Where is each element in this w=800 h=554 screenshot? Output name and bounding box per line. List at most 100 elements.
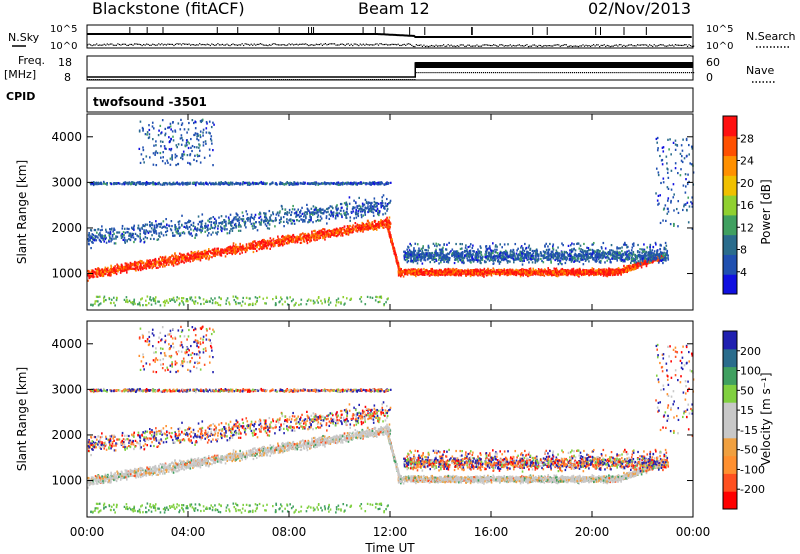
power-point (487, 268, 490, 271)
power-point (265, 247, 268, 250)
power-point (500, 268, 503, 272)
power-point (577, 273, 580, 277)
nave-point (297, 79, 299, 81)
nsearch-point (326, 44, 328, 46)
power-point (237, 245, 239, 249)
power-point (213, 247, 216, 250)
nsearch-point (680, 44, 683, 47)
nsearch-point (685, 44, 687, 46)
power-point (119, 182, 121, 185)
nsearch-point (362, 43, 364, 45)
power-point (436, 270, 439, 273)
nave-point (670, 72, 672, 74)
nsearch-point (374, 43, 377, 45)
nave-point (394, 79, 396, 81)
power-point (458, 274, 460, 277)
power-point (358, 224, 361, 227)
power-point (144, 262, 147, 265)
power-point (617, 269, 619, 272)
power-point (87, 273, 89, 277)
nsearch-point (127, 44, 130, 46)
power-point (507, 273, 510, 277)
power-point (532, 273, 534, 276)
power-point (126, 264, 128, 267)
nsearch-point (458, 45, 460, 47)
power-point (146, 263, 149, 266)
power-point (224, 255, 227, 258)
power-point (182, 260, 184, 263)
power-point (423, 271, 425, 274)
power-point (386, 223, 389, 226)
power-point (375, 228, 378, 231)
power-point (452, 270, 454, 273)
nsearch-point (258, 43, 260, 46)
nave-point (101, 79, 103, 81)
nave-point (343, 79, 345, 81)
power-point (126, 268, 129, 271)
power-point (207, 252, 209, 255)
nsearch-point (456, 45, 458, 47)
power-point (328, 230, 331, 233)
power-point (524, 272, 527, 275)
power-point (159, 265, 161, 268)
power-point (171, 254, 174, 257)
power-point (337, 229, 339, 233)
power-point (271, 242, 273, 245)
power-point (232, 251, 235, 254)
power-point (116, 270, 118, 273)
nave-point (99, 79, 101, 81)
nave-point (616, 72, 618, 74)
nsearch-point (461, 44, 463, 46)
power-point (595, 271, 597, 274)
nsearch-tick-top: 10^5 (706, 24, 733, 35)
power-point (95, 275, 98, 278)
power-point (452, 267, 454, 271)
nsearch-point (99, 44, 101, 46)
power-point (523, 270, 526, 273)
power-point (361, 224, 364, 227)
power-point (108, 274, 111, 277)
nsearch-point (446, 45, 448, 47)
nsearch-point (646, 44, 648, 46)
power-point (113, 182, 115, 186)
nsearch-point (656, 45, 658, 47)
nsearch-point (520, 45, 522, 47)
nave-point (371, 79, 374, 81)
nsearch-point (147, 43, 149, 46)
nsearch-point (229, 44, 231, 47)
nave-point (258, 79, 260, 81)
power-point (135, 266, 137, 270)
power-point (252, 240, 255, 243)
power-point (148, 263, 150, 267)
power-point (410, 269, 412, 272)
power-point (351, 231, 353, 234)
nsearch-point (426, 45, 428, 47)
power-point (172, 255, 175, 258)
power-point (532, 269, 535, 272)
power-point (425, 271, 428, 274)
power-point (309, 240, 311, 243)
beam-title: Beam 12 (358, 0, 430, 18)
power-point (90, 269, 93, 272)
power-point (434, 271, 437, 274)
nsearch-point (388, 44, 390, 46)
nsearch-point (518, 44, 520, 46)
power-point (605, 271, 608, 274)
nave-point (404, 79, 406, 81)
power-point (126, 271, 128, 274)
power-point (421, 271, 424, 274)
power-point (213, 183, 216, 186)
power-point (331, 231, 334, 234)
nsearch-point (576, 45, 578, 47)
nsearch-point (221, 43, 224, 45)
nave-point (240, 79, 242, 81)
nsearch-point (693, 45, 695, 47)
nave-point (438, 72, 440, 74)
power-point (312, 235, 315, 239)
nsearch-point (306, 44, 308, 46)
power-point (449, 272, 451, 275)
power-point (608, 267, 610, 270)
power-point (352, 224, 354, 227)
power-point (643, 260, 645, 263)
power-point (424, 269, 427, 272)
